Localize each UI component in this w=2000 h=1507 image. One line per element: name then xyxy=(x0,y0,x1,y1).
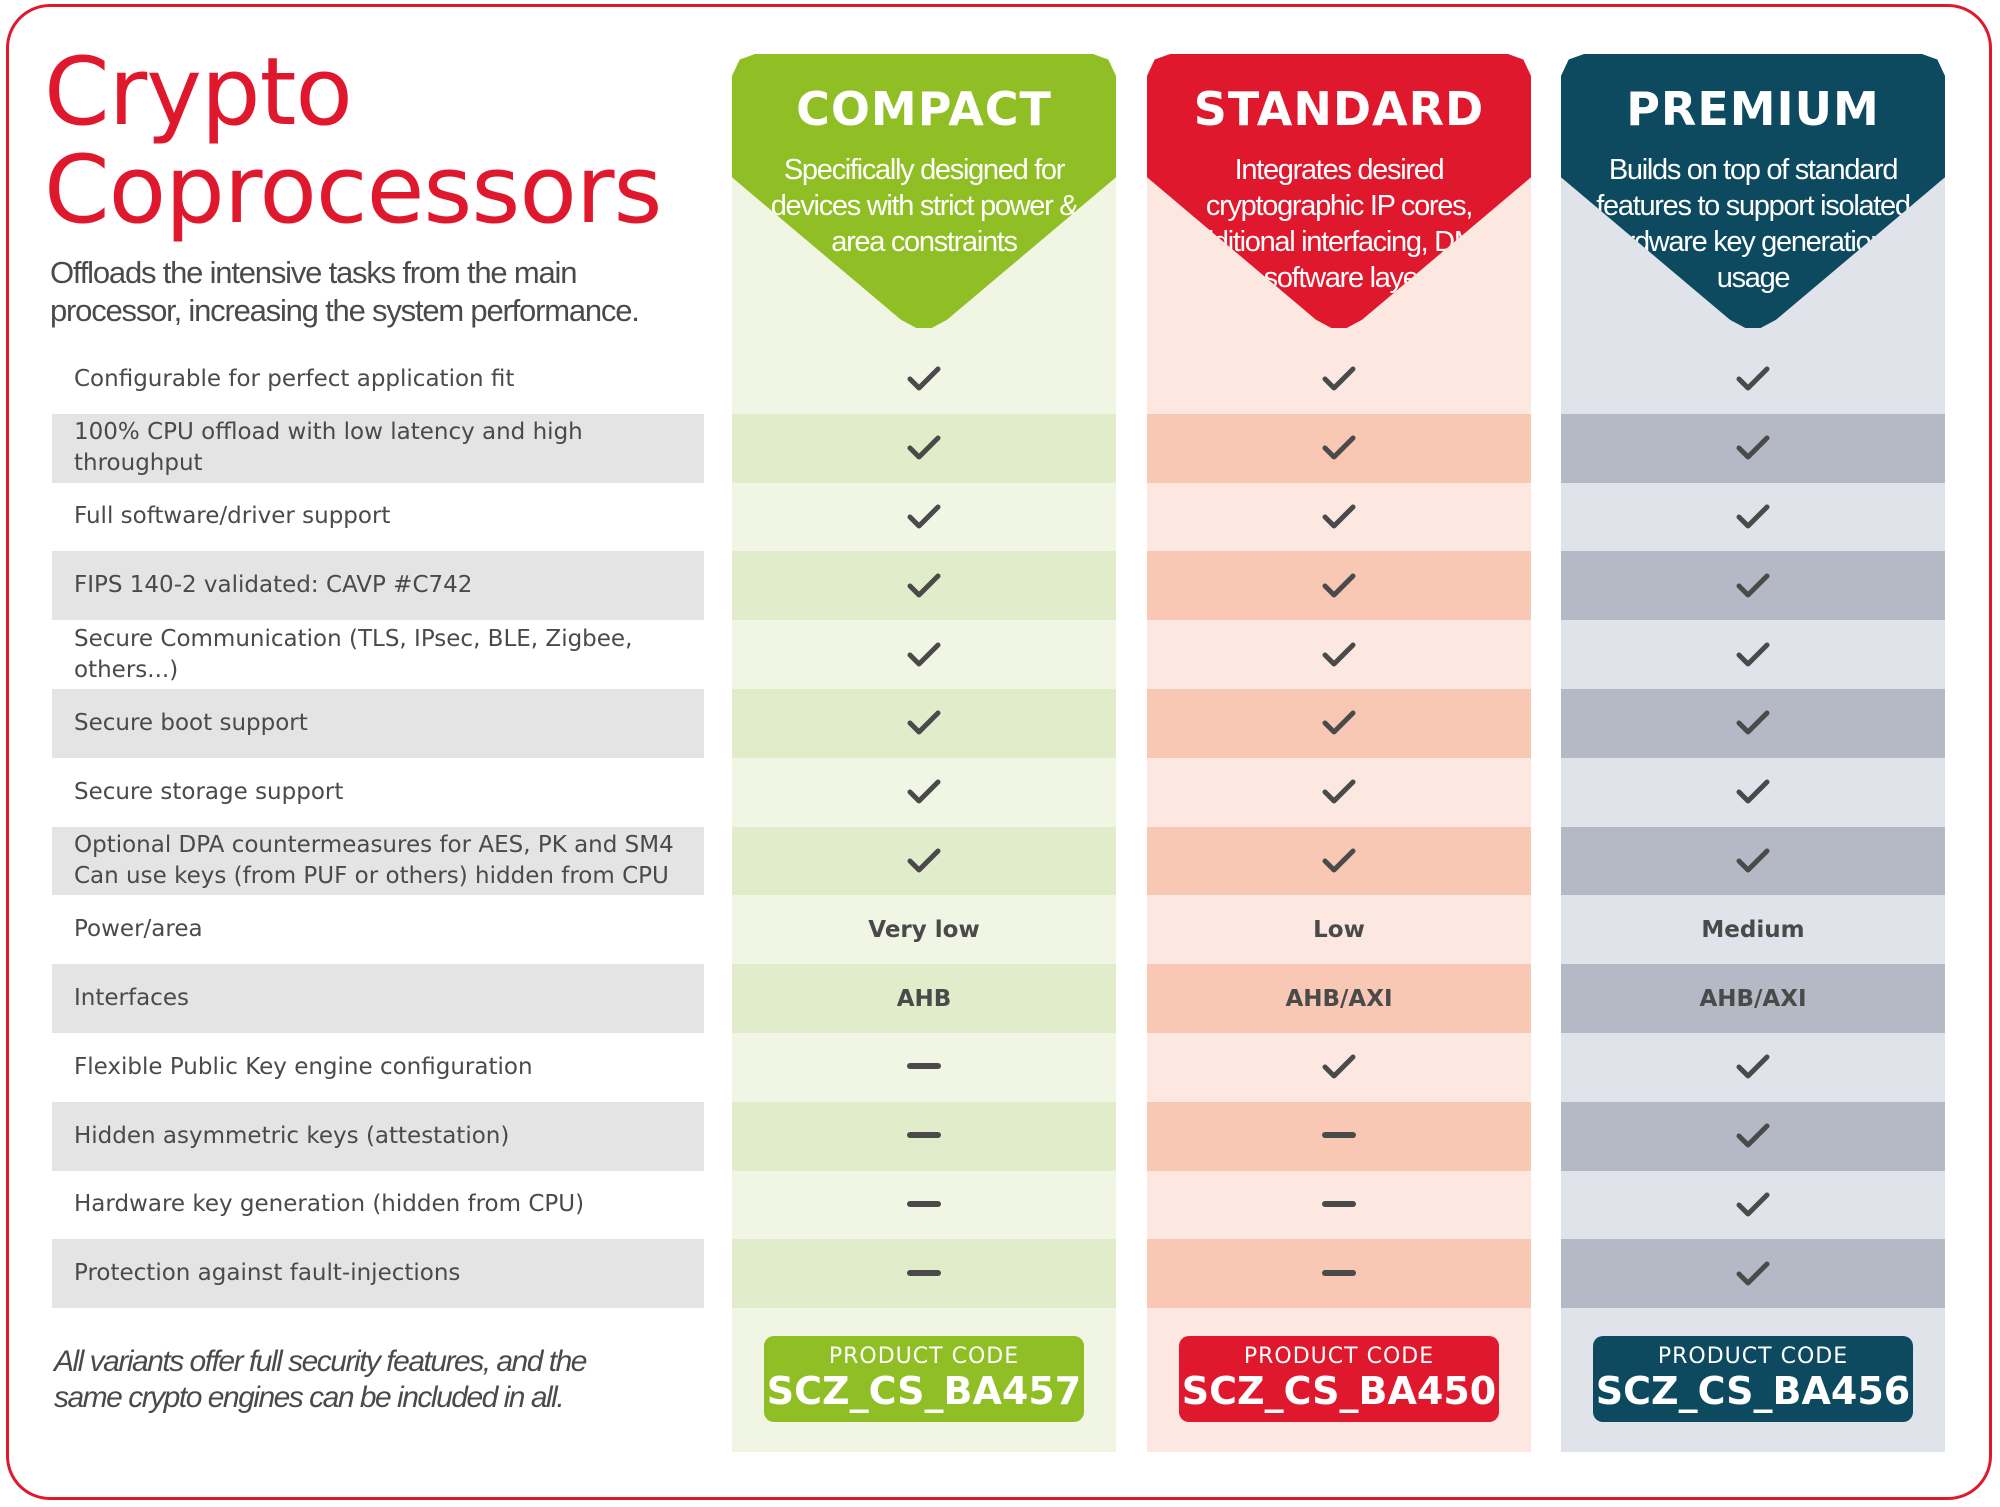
check-icon xyxy=(1147,620,1531,689)
footnote: All variants offer full security feature… xyxy=(54,1345,587,1414)
check-icon xyxy=(732,689,1116,758)
dash-icon xyxy=(1147,1170,1531,1240)
check-icon xyxy=(732,757,1116,827)
feature-label: Power/area xyxy=(74,916,203,943)
tier-description-compact: Specifically designed for devices with s… xyxy=(770,154,1079,258)
check-icon xyxy=(732,620,1116,689)
tier-name-standard: STANDARD xyxy=(1193,82,1485,136)
check-icon xyxy=(1147,413,1531,483)
product-code-label: PRODUCT CODE xyxy=(1657,1344,1849,1369)
check-icon xyxy=(1561,1101,1945,1171)
check-icon xyxy=(1147,826,1531,896)
dash-icon xyxy=(1147,1239,1531,1309)
page-title: Crypto Coprocessors xyxy=(44,44,662,240)
check-icon xyxy=(1561,551,1945,621)
table-row: Secure storage support xyxy=(0,757,2000,827)
tier-name-compact: COMPACT xyxy=(796,82,1052,136)
table-row: Flexible Public Key engine configuration xyxy=(0,1033,2000,1102)
check-icon xyxy=(1147,757,1531,827)
check-icon xyxy=(1147,551,1531,621)
feature-value-standard: AHB/AXI xyxy=(1147,964,1531,1033)
table-row: Hidden asymmetric keys (attestation) xyxy=(0,1101,2000,1171)
product-code-premium: PRODUCT CODE SCZ_CS_BA456 xyxy=(1593,1336,1913,1422)
table-row: FIPS 140-2 validated: CAVP #C742 xyxy=(0,551,2000,621)
table-row: Optional DPA countermeasures for AES, PK… xyxy=(0,826,2000,896)
table-row: Protection against fault-injections xyxy=(0,1239,2000,1309)
tier-name-premium: PREMIUM xyxy=(1626,82,1880,136)
check-icon xyxy=(1147,1033,1531,1102)
feature-label: FIPS 140-2 validated: CAVP #C742 xyxy=(74,572,473,599)
dash-icon xyxy=(732,1033,1116,1102)
feature-label: Flexible Public Key engine configuration xyxy=(74,1053,533,1080)
feature-label: Interfaces xyxy=(74,985,189,1012)
table-row: 100% CPU offload with low latency and hi… xyxy=(0,413,2000,483)
dash-icon xyxy=(732,1101,1116,1171)
check-icon xyxy=(732,826,1116,896)
header-premium: PREMIUM Builds on top of standard featur… xyxy=(1561,54,1945,328)
row-label-background xyxy=(52,826,704,896)
dash-icon xyxy=(732,1170,1116,1240)
dash-icon xyxy=(1147,1101,1531,1171)
check-icon xyxy=(1561,482,1945,552)
feature-label: Optional DPA countermeasures for AES, PK… xyxy=(74,831,674,889)
check-icon xyxy=(732,345,1116,414)
feature-value-compact: Very low xyxy=(732,895,1116,965)
row-label-background xyxy=(52,689,704,758)
check-icon xyxy=(732,413,1116,483)
feature-value-compact: AHB xyxy=(732,964,1116,1033)
title-line-2: Coprocessors xyxy=(44,136,662,245)
product-code-standard: PRODUCT CODE SCZ_CS_BA450 xyxy=(1179,1336,1499,1422)
check-icon xyxy=(1561,1239,1945,1309)
feature-label: Protection against fault-injections xyxy=(74,1260,461,1287)
product-code-label: PRODUCT CODE xyxy=(1243,1344,1435,1369)
table-row: Hardware key generation (hidden from CPU… xyxy=(0,1170,2000,1240)
row-label-background xyxy=(52,551,704,621)
feature-label: Hidden asymmetric keys (attestation) xyxy=(74,1122,510,1149)
product-code-value: SCZ_CS_BA450 xyxy=(1181,1369,1497,1413)
check-icon xyxy=(1561,620,1945,689)
product-code-value: SCZ_CS_BA456 xyxy=(1595,1369,1911,1413)
table-row: Power/area Very low Low Medium xyxy=(0,895,2000,965)
check-icon xyxy=(1561,826,1945,896)
table-row: Full software/driver support xyxy=(0,482,2000,552)
feature-label: 100% CPU offload with low latency and hi… xyxy=(74,419,583,477)
feature-label: Secure storage support xyxy=(74,778,344,805)
product-code-label: PRODUCT CODE xyxy=(828,1344,1020,1369)
title-line-1: Crypto xyxy=(44,38,353,147)
feature-label: Configurable for perfect application fit xyxy=(74,365,515,392)
table-row: Configurable for perfect application fit xyxy=(0,345,2000,414)
feature-value-premium: AHB/AXI xyxy=(1561,964,1945,1033)
check-icon xyxy=(1561,689,1945,758)
product-code-compact: PRODUCT CODE SCZ_CS_BA457 xyxy=(764,1336,1084,1422)
feature-value-standard: Low xyxy=(1147,895,1531,965)
dash-icon xyxy=(732,1239,1116,1309)
row-label-background xyxy=(52,1239,704,1309)
check-icon xyxy=(1561,1170,1945,1240)
row-label-background xyxy=(52,1101,704,1171)
feature-label: Secure boot support xyxy=(74,709,308,736)
check-icon xyxy=(732,551,1116,621)
table-row: Interfaces AHB AHB/AXI AHB/AXI xyxy=(0,964,2000,1033)
check-icon xyxy=(1147,689,1531,758)
row-label-background xyxy=(52,964,704,1033)
table-row: Secure Communication (TLS, IPsec, BLE, Z… xyxy=(0,620,2000,689)
check-icon xyxy=(732,482,1116,552)
check-icon xyxy=(1561,757,1945,827)
check-icon xyxy=(1561,413,1945,483)
feature-label: Full software/driver support xyxy=(74,503,391,530)
feature-label: Secure Communication (TLS, IPsec, BLE, Z… xyxy=(74,625,633,683)
check-icon xyxy=(1561,1033,1945,1102)
product-code-value: SCZ_CS_BA457 xyxy=(766,1369,1082,1413)
feature-value-premium: Medium xyxy=(1561,895,1945,965)
check-icon xyxy=(1147,345,1531,414)
page-frame xyxy=(6,4,1992,1500)
check-icon xyxy=(1561,345,1945,414)
feature-label: Hardware key generation (hidden from CPU… xyxy=(74,1191,585,1218)
table-row: Secure boot support xyxy=(0,689,2000,758)
page-subtitle: Offloads the intensive tasks from the ma… xyxy=(50,255,640,328)
row-label-background xyxy=(52,413,704,483)
check-icon xyxy=(1147,482,1531,552)
